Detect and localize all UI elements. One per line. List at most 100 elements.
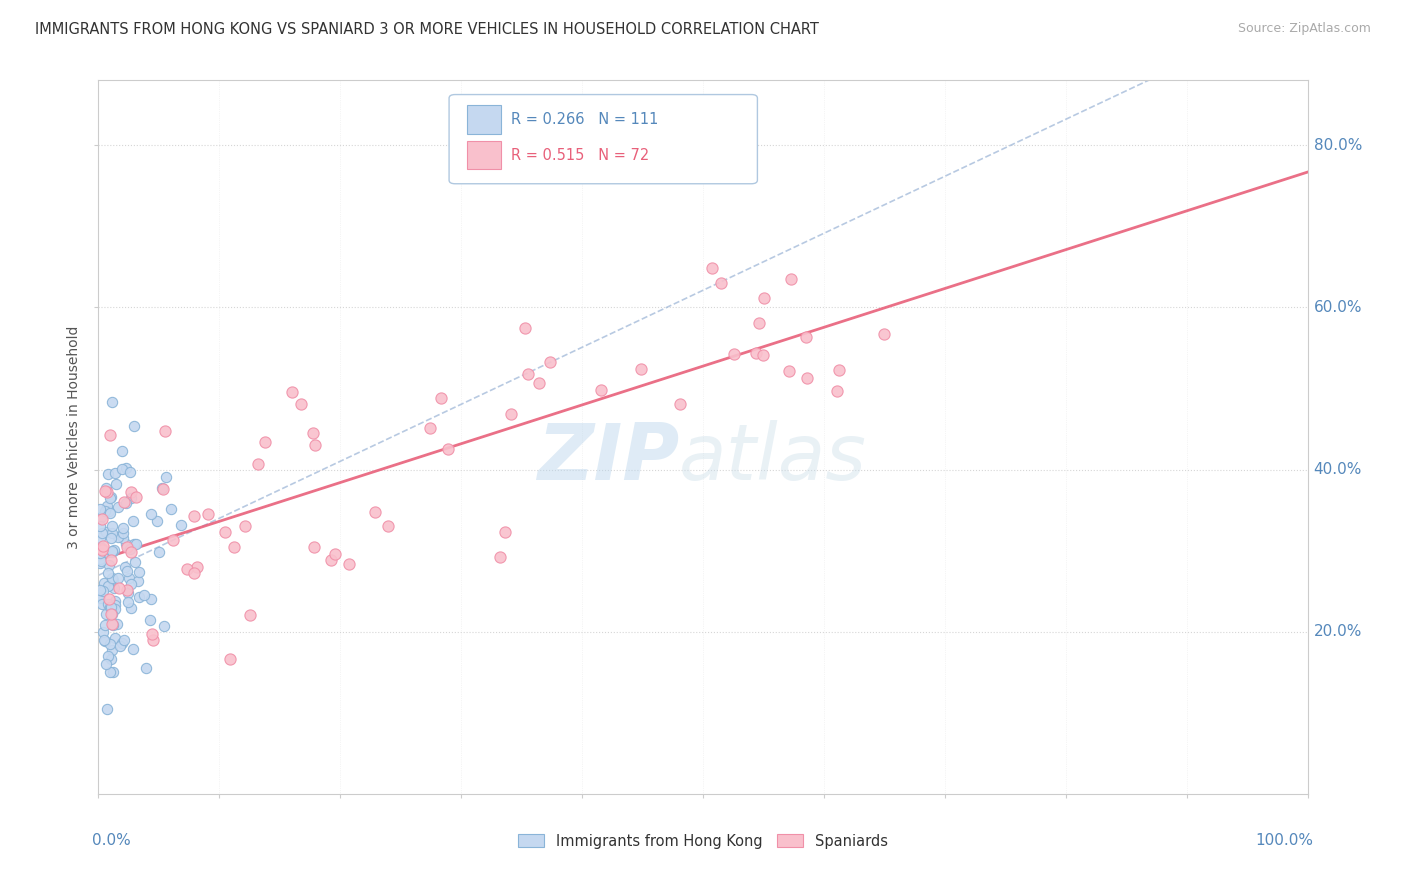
Point [101,545,124,559]
Point [155,424,177,438]
Point [183,509,205,524]
Point [100,553,122,567]
Point [112,525,135,540]
Point [90,554,112,568]
Point [162,533,184,547]
Text: IMMIGRANTS FROM HONG KONG VS SPANIARD 3 OR MORE VEHICLES IN HOUSEHOLD CORRELATIO: IMMIGRANTS FROM HONG KONG VS SPANIARD 3 … [35,22,820,37]
Point [254,435,277,450]
Point [377,519,399,533]
Point [89,502,111,516]
Text: 40.0%: 40.0% [1313,462,1362,477]
Point [752,349,775,363]
Point [94,483,117,498]
Point [91,542,114,557]
Point [103,543,125,558]
Point [120,576,142,591]
Text: 20.0%: 20.0% [1313,624,1362,640]
Point [97,591,120,606]
Point [516,368,538,382]
Point [98,506,121,520]
Point [101,544,124,558]
Text: atlas: atlas [679,420,866,497]
Point [710,276,733,290]
Point [100,572,122,586]
Point [94,633,117,648]
Point [337,557,360,571]
Point [589,384,612,398]
Point [115,496,138,510]
Point [630,361,652,376]
Point [748,316,770,330]
Point [89,591,111,606]
Point [128,566,150,580]
Point [302,541,325,555]
Point [101,571,124,585]
Point [97,566,120,580]
Point [89,519,111,533]
Point [101,394,124,409]
Point [120,545,142,559]
Point [111,521,134,535]
Point [112,633,135,648]
Point [100,532,122,546]
Point [214,524,236,539]
Point [122,537,145,551]
Point [117,595,139,609]
Point [91,541,114,555]
Point [122,419,145,434]
Point [98,665,121,679]
Point [100,651,122,665]
Point [128,590,150,604]
Point [494,524,516,539]
Point [100,643,122,657]
Point [873,326,896,341]
Point [108,581,131,595]
Point [97,648,120,663]
Point [115,537,138,551]
FancyBboxPatch shape [467,141,501,169]
Point [91,512,114,526]
Point [101,519,124,533]
Point [702,260,724,275]
Point [117,571,139,585]
Y-axis label: 3 or more Vehicles in Household: 3 or more Vehicles in Household [67,326,82,549]
Point [100,600,122,615]
Point [515,321,537,335]
Point [139,508,162,522]
Point [501,407,523,421]
Point [120,541,142,556]
Point [141,626,163,640]
Point [139,613,162,627]
Point [111,636,134,650]
Point [120,600,142,615]
Point [100,490,122,504]
Point [125,536,148,550]
Text: 80.0%: 80.0% [1313,137,1362,153]
Point [89,588,111,602]
Point [89,582,111,597]
Point [122,642,145,657]
Point [111,443,134,458]
Text: R = 0.515   N = 72: R = 0.515 N = 72 [510,148,650,162]
Point [93,547,115,561]
Point [364,505,387,519]
Point [127,574,149,588]
Point [89,510,111,524]
Text: R = 0.266   N = 111: R = 0.266 N = 111 [510,112,658,127]
Point [101,617,124,632]
Point [145,514,167,528]
Point [754,291,776,305]
Text: 60.0%: 60.0% [1313,300,1362,315]
Point [115,540,138,554]
Point [101,525,124,540]
Point [218,652,240,666]
Point [96,702,118,716]
Point [290,397,312,411]
Point [668,396,690,410]
Point [103,581,125,595]
Point [93,633,115,648]
Point [94,618,117,632]
Point [89,546,111,560]
Point [101,573,124,587]
Point [100,617,122,632]
